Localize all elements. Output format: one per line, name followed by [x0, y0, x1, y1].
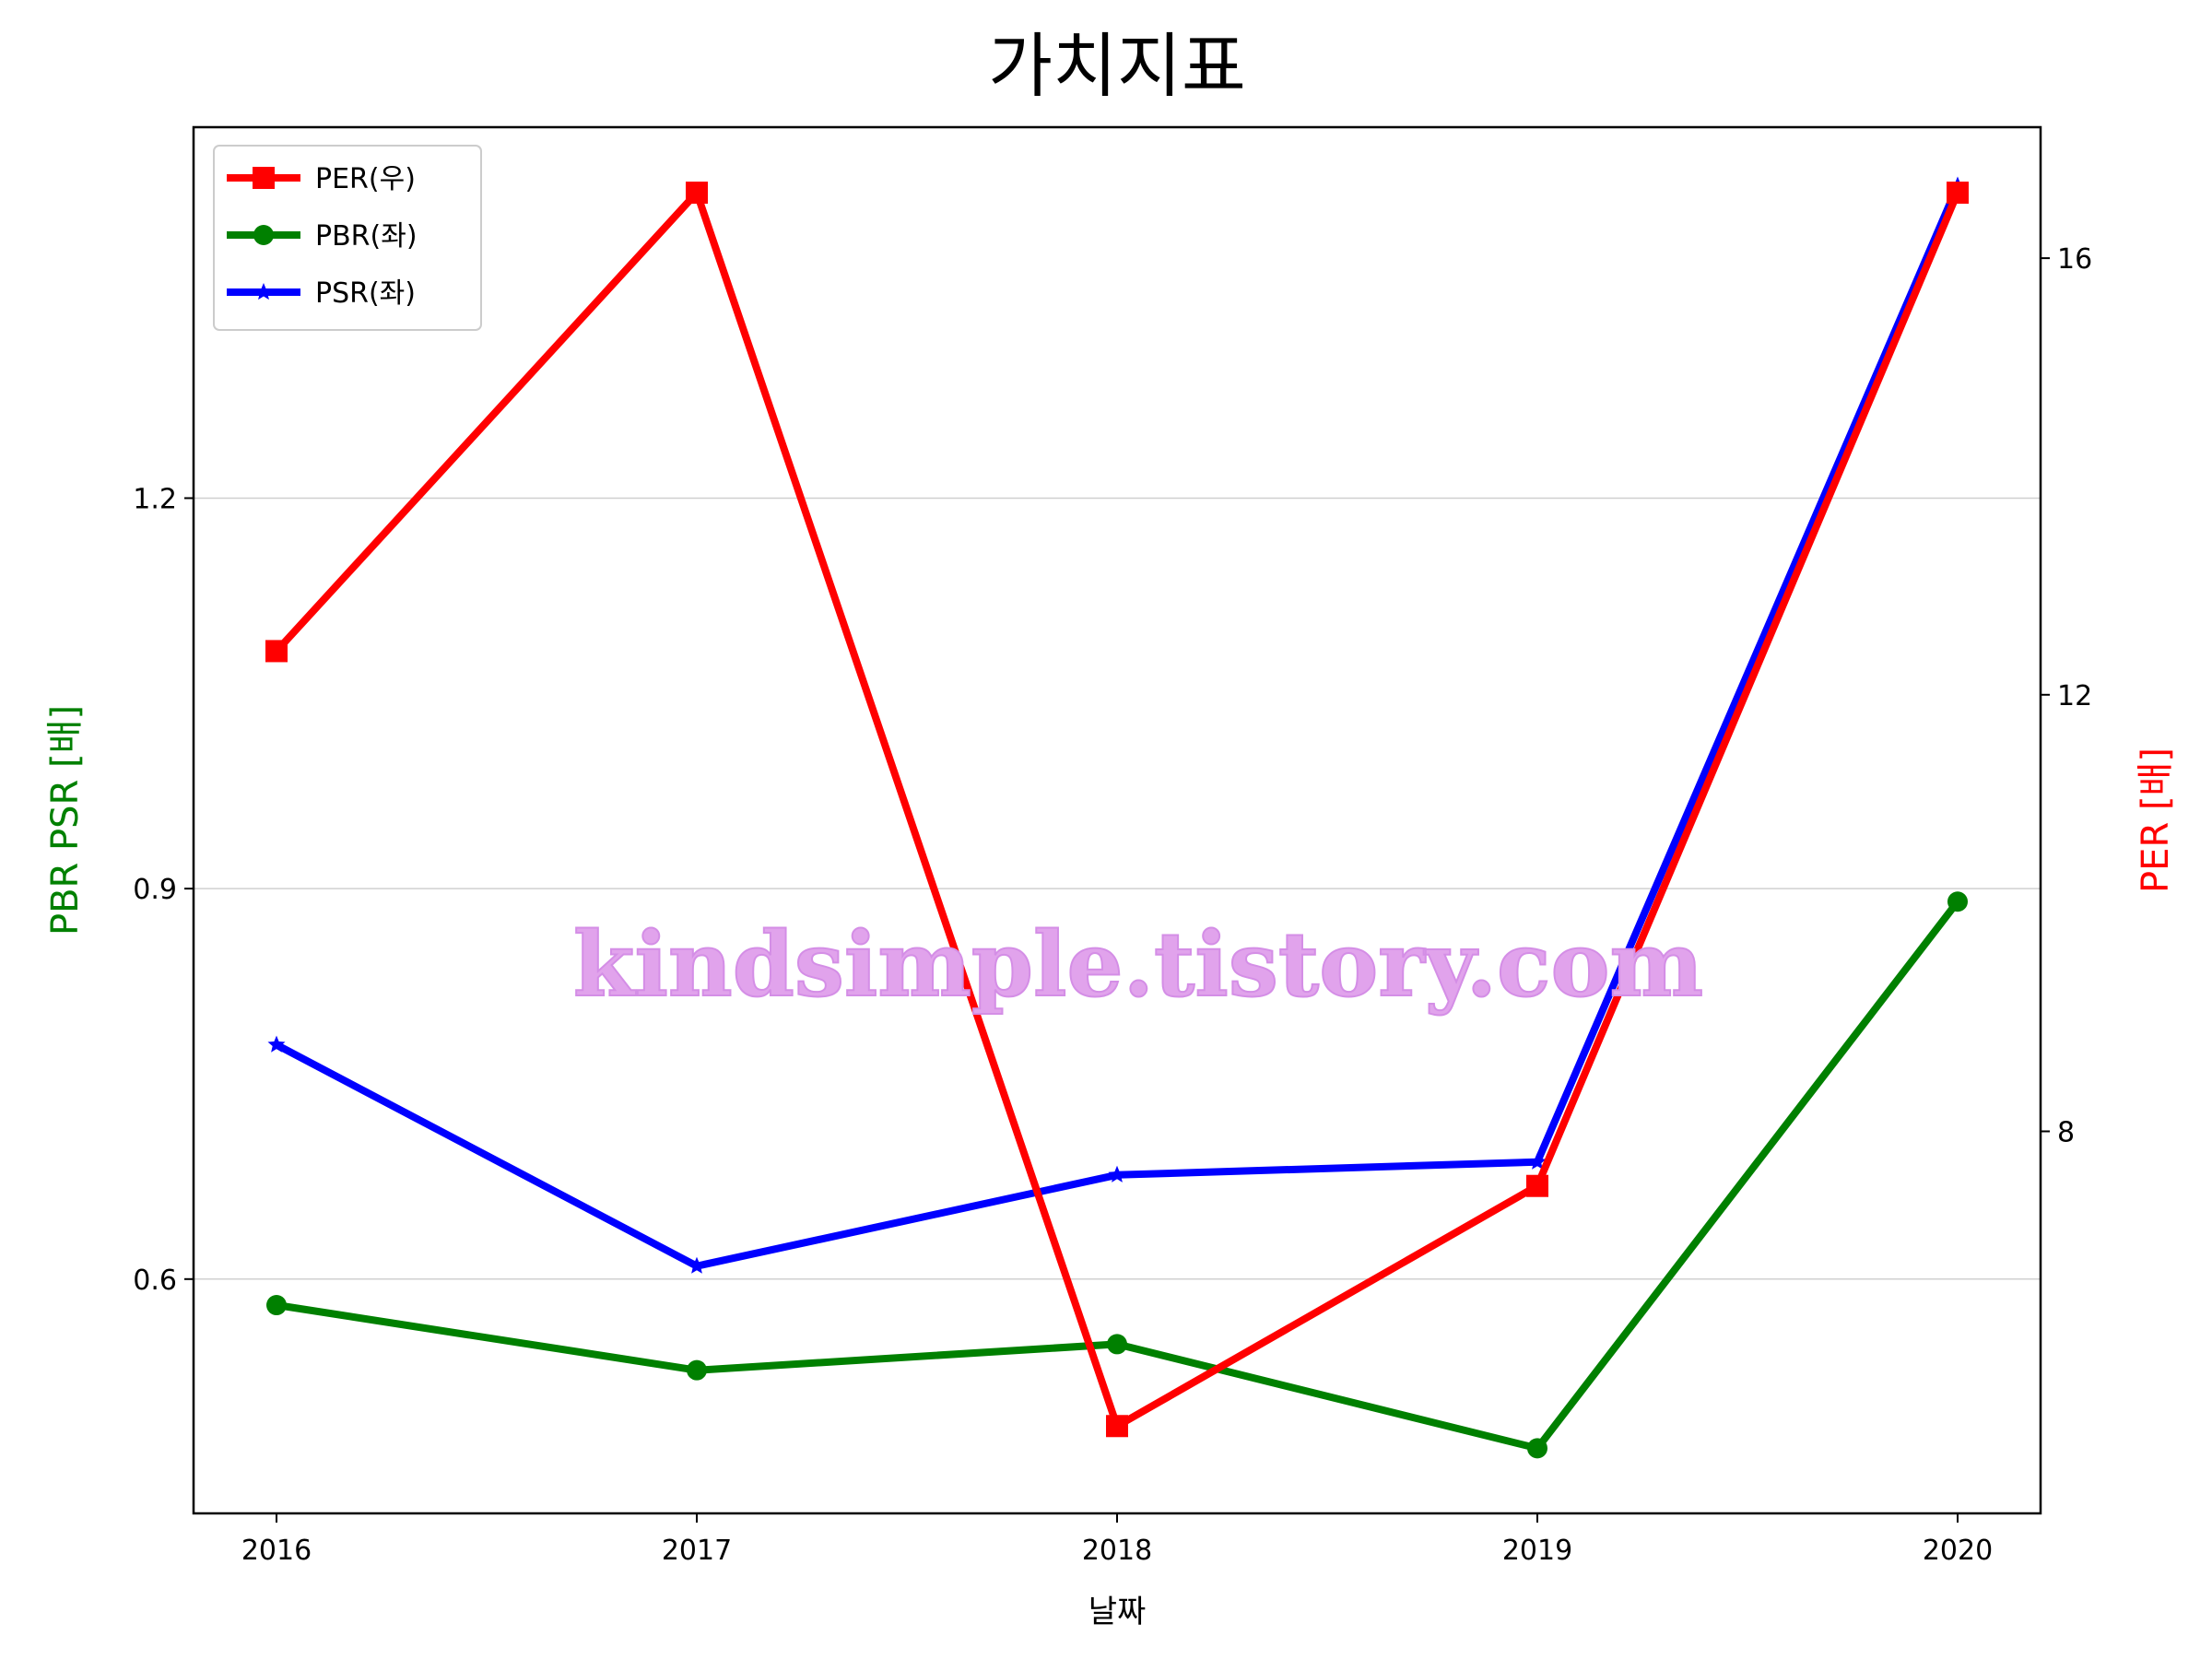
legend-psr-marker [254, 283, 273, 300]
legend-per-marker [253, 167, 275, 189]
per-point [686, 182, 708, 205]
right-y-axis-label: PER [배] [2135, 747, 2177, 893]
legend-pbr-label: PBR(좌) [315, 220, 418, 253]
x-tick-label: 2018 [1082, 1535, 1152, 1567]
left-tick-label: 0.9 [133, 874, 177, 906]
left-y-axis-label: PBR PSR [배] [44, 705, 87, 935]
chart-title: 가치지표 [988, 25, 1246, 107]
x-tick-label: 2016 [241, 1535, 312, 1567]
psr-point [1108, 1165, 1126, 1182]
per-point [1947, 182, 1969, 205]
x-axis-label: 날짜 [1088, 1594, 1147, 1630]
left-tick-label: 1.2 [133, 483, 177, 515]
right-tick-label: 16 [2057, 243, 2092, 276]
grid-lines [194, 497, 2041, 1280]
series-layer [265, 176, 1969, 1459]
psr-point [688, 1256, 706, 1274]
pbr-point [1947, 891, 1968, 912]
x-axis: 2016 2017 2018 2019 2020 [241, 1513, 1993, 1567]
legend-items: PER(우) PBR(좌) PSR(좌) [227, 163, 418, 310]
per-point [1106, 1415, 1128, 1438]
legend-psr-label: PSR(좌) [315, 277, 416, 310]
pbr-point [266, 1295, 287, 1316]
legend: PER(우) PBR(좌) PSR(좌) [213, 145, 482, 331]
pbr-point [687, 1359, 707, 1381]
per-point [1526, 1174, 1548, 1197]
legend-per-label: PER(우) [315, 163, 416, 195]
right-tick-label: 12 [2057, 680, 2092, 712]
x-tick-label: 2017 [662, 1535, 732, 1567]
psr-point [1528, 1152, 1547, 1170]
x-tick-label: 2019 [1502, 1535, 1572, 1567]
pbr-point [1107, 1334, 1127, 1355]
right-tick-label: 8 [2057, 1117, 2075, 1149]
pbr-point [1527, 1438, 1547, 1459]
legend-pbr-marker [253, 225, 274, 245]
legend-box [213, 145, 482, 331]
watermark: kindsimple.tistory.com [573, 912, 1703, 1017]
psr-point [267, 1035, 286, 1053]
x-tick-label: 2020 [1923, 1535, 1993, 1567]
right-y-axis: 8 12 16 [2041, 243, 2092, 1149]
left-tick-label: 0.6 [133, 1265, 177, 1297]
left-y-axis: 0.6 0.9 1.2 [133, 483, 194, 1297]
per-point [265, 640, 288, 663]
